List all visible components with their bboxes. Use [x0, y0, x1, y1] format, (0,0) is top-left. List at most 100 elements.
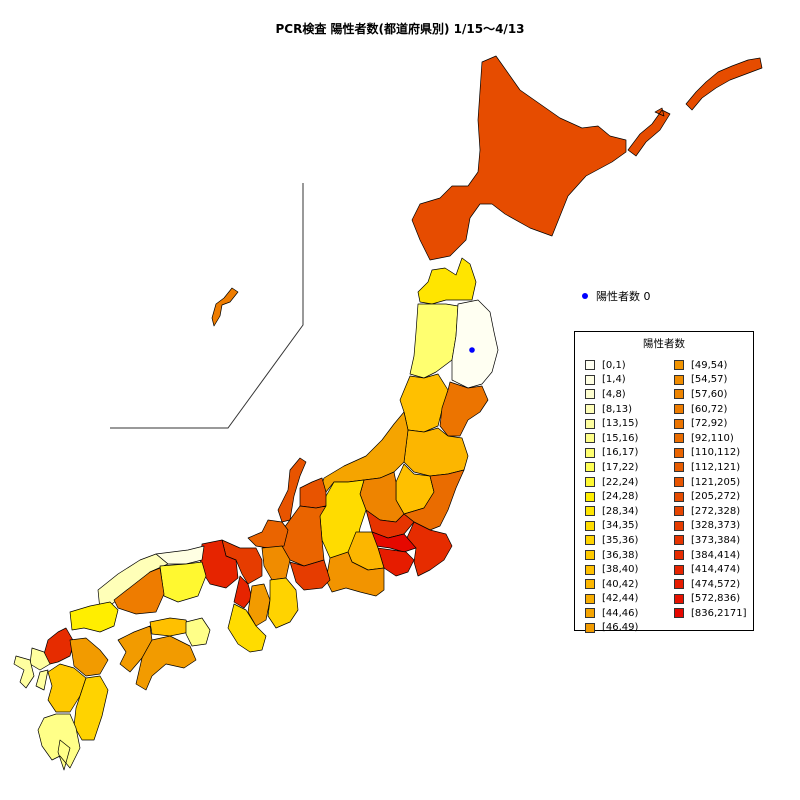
legend-item: [36,38)	[585, 548, 664, 563]
legend-label: [38,40)	[602, 564, 639, 576]
legend-swatch	[674, 491, 684, 502]
legend-item: [72,92)	[674, 416, 753, 431]
prefecture-kochi	[135, 635, 197, 691]
legend-label: [60,72)	[691, 403, 728, 415]
legend-item: [414,474)	[674, 562, 753, 577]
legend-item: [1,4)	[585, 373, 664, 388]
legend-swatch	[585, 506, 595, 517]
legend-swatch	[674, 418, 684, 429]
prefecture-hokkaido	[411, 55, 627, 261]
legend-swatch	[585, 550, 595, 561]
prefecture-miyazaki	[73, 675, 109, 741]
legend-swatch	[585, 418, 595, 429]
legend-swatch	[674, 433, 684, 444]
legend-label: [54,57)	[691, 374, 728, 386]
legend-swatch	[674, 535, 684, 546]
legend-label: [34,35)	[602, 520, 639, 532]
legend-item: [34,35)	[585, 519, 664, 534]
legend-swatch	[585, 404, 595, 415]
legend-item: [110,112)	[674, 446, 753, 461]
legend-title: 陽性者数	[643, 338, 685, 350]
prefecture-ibaraki	[403, 469, 465, 531]
legend-swatch	[674, 564, 684, 575]
legend-swatch	[674, 550, 684, 561]
prefecture-akita	[409, 303, 459, 379]
legend-label: [121,205)	[691, 476, 741, 488]
legend-label: [414,474)	[691, 564, 741, 576]
prefecture-mie	[267, 577, 299, 629]
prefecture-wakayama	[227, 603, 267, 653]
legend-swatch	[585, 462, 595, 473]
prefecture-shizuoka	[325, 551, 385, 597]
legend-label: [72,92)	[691, 418, 728, 430]
prefecture-yamagata	[399, 373, 449, 433]
legend-label: [474,572)	[691, 578, 741, 590]
legend-label: [42,44)	[602, 593, 639, 605]
prefecture-hiroshima	[113, 567, 165, 615]
prefecture-kagawa	[149, 617, 191, 637]
legend-label: [15,16)	[602, 432, 639, 444]
legend-swatch	[585, 622, 595, 633]
legend-swatch	[585, 389, 595, 400]
legend-swatch	[585, 433, 595, 444]
prefecture-hokkaido-islands	[627, 57, 763, 157]
legend-item: [0,1)	[585, 358, 664, 373]
prefecture-miyagi	[439, 381, 489, 437]
legend-item: [54,57)	[674, 373, 753, 388]
legend-item: [4,8)	[585, 387, 664, 402]
legend-item: [328,373)	[674, 519, 753, 534]
legend-column-left: [0,1) [1,4) [4,8) [8,13) [13,15) [15,16) [16,1…	[575, 358, 664, 635]
legend-label: [22,24)	[602, 476, 639, 488]
legend-label: [92,110)	[691, 432, 734, 444]
legend-swatch	[674, 404, 684, 415]
legend-label: [40,42)	[602, 578, 639, 590]
legend-label: [384,414)	[691, 549, 741, 561]
legend-swatch	[585, 579, 595, 590]
prefecture-toyama	[299, 477, 327, 509]
legend-swatch	[585, 374, 595, 385]
legend-label: [836,2171]	[691, 607, 747, 619]
zero-case-label: 陽性者数 0	[596, 290, 651, 303]
legend-swatch	[585, 564, 595, 575]
legend-swatch	[585, 593, 595, 604]
legend-item: [272,328)	[674, 504, 753, 519]
legend-swatch	[674, 462, 684, 473]
legend-item: [13,15)	[585, 416, 664, 431]
legend-item: [373,384)	[674, 533, 753, 548]
legend-item: [205,272)	[674, 489, 753, 504]
legend-item: [15,16)	[585, 431, 664, 446]
legend-item: [8,13)	[585, 402, 664, 417]
legend-swatch	[674, 608, 684, 619]
legend-swatch	[585, 491, 595, 502]
legend-swatch	[674, 520, 684, 531]
legend-item: [24,28)	[585, 489, 664, 504]
map-title: PCR検査 陽性者数(都道府県別) 1/15〜4/13	[275, 22, 525, 36]
okinawa-inset-frame	[110, 183, 304, 429]
legend-item: [35,36)	[585, 533, 664, 548]
legend-item: [112,121)	[674, 460, 753, 475]
prefecture-tottori	[155, 545, 205, 565]
legend-label: [112,121)	[691, 461, 741, 473]
legend-label: [8,13)	[602, 403, 633, 415]
prefecture-kagoshima	[37, 713, 81, 771]
legend-item: [22,24)	[585, 475, 664, 490]
legend-label: [44,46)	[602, 607, 639, 619]
prefecture-iwate	[451, 299, 499, 389]
legend-label: [572,836)	[691, 593, 741, 605]
prefecture-ishikawa	[277, 457, 307, 523]
legend-item: [17,22)	[585, 460, 664, 475]
legend-item: [60,72)	[674, 402, 753, 417]
legend-item: [474,572)	[674, 577, 753, 592]
legend-label: [46,49)	[602, 622, 639, 634]
legend-label: [49,54)	[691, 359, 728, 371]
legend-label: [272,328)	[691, 505, 741, 517]
prefecture-fukui	[247, 519, 289, 549]
prefecture-tokyo	[371, 531, 417, 553]
legend-swatch	[585, 520, 595, 531]
legend-columns: [0,1) [1,4) [4,8) [8,13) [13,15) [15,16) [16,1…	[575, 358, 753, 635]
legend-item: [384,414)	[674, 548, 753, 563]
legend-swatch	[674, 360, 684, 371]
prefecture-tokushima	[185, 617, 211, 647]
legend-label: [17,22)	[602, 461, 639, 473]
